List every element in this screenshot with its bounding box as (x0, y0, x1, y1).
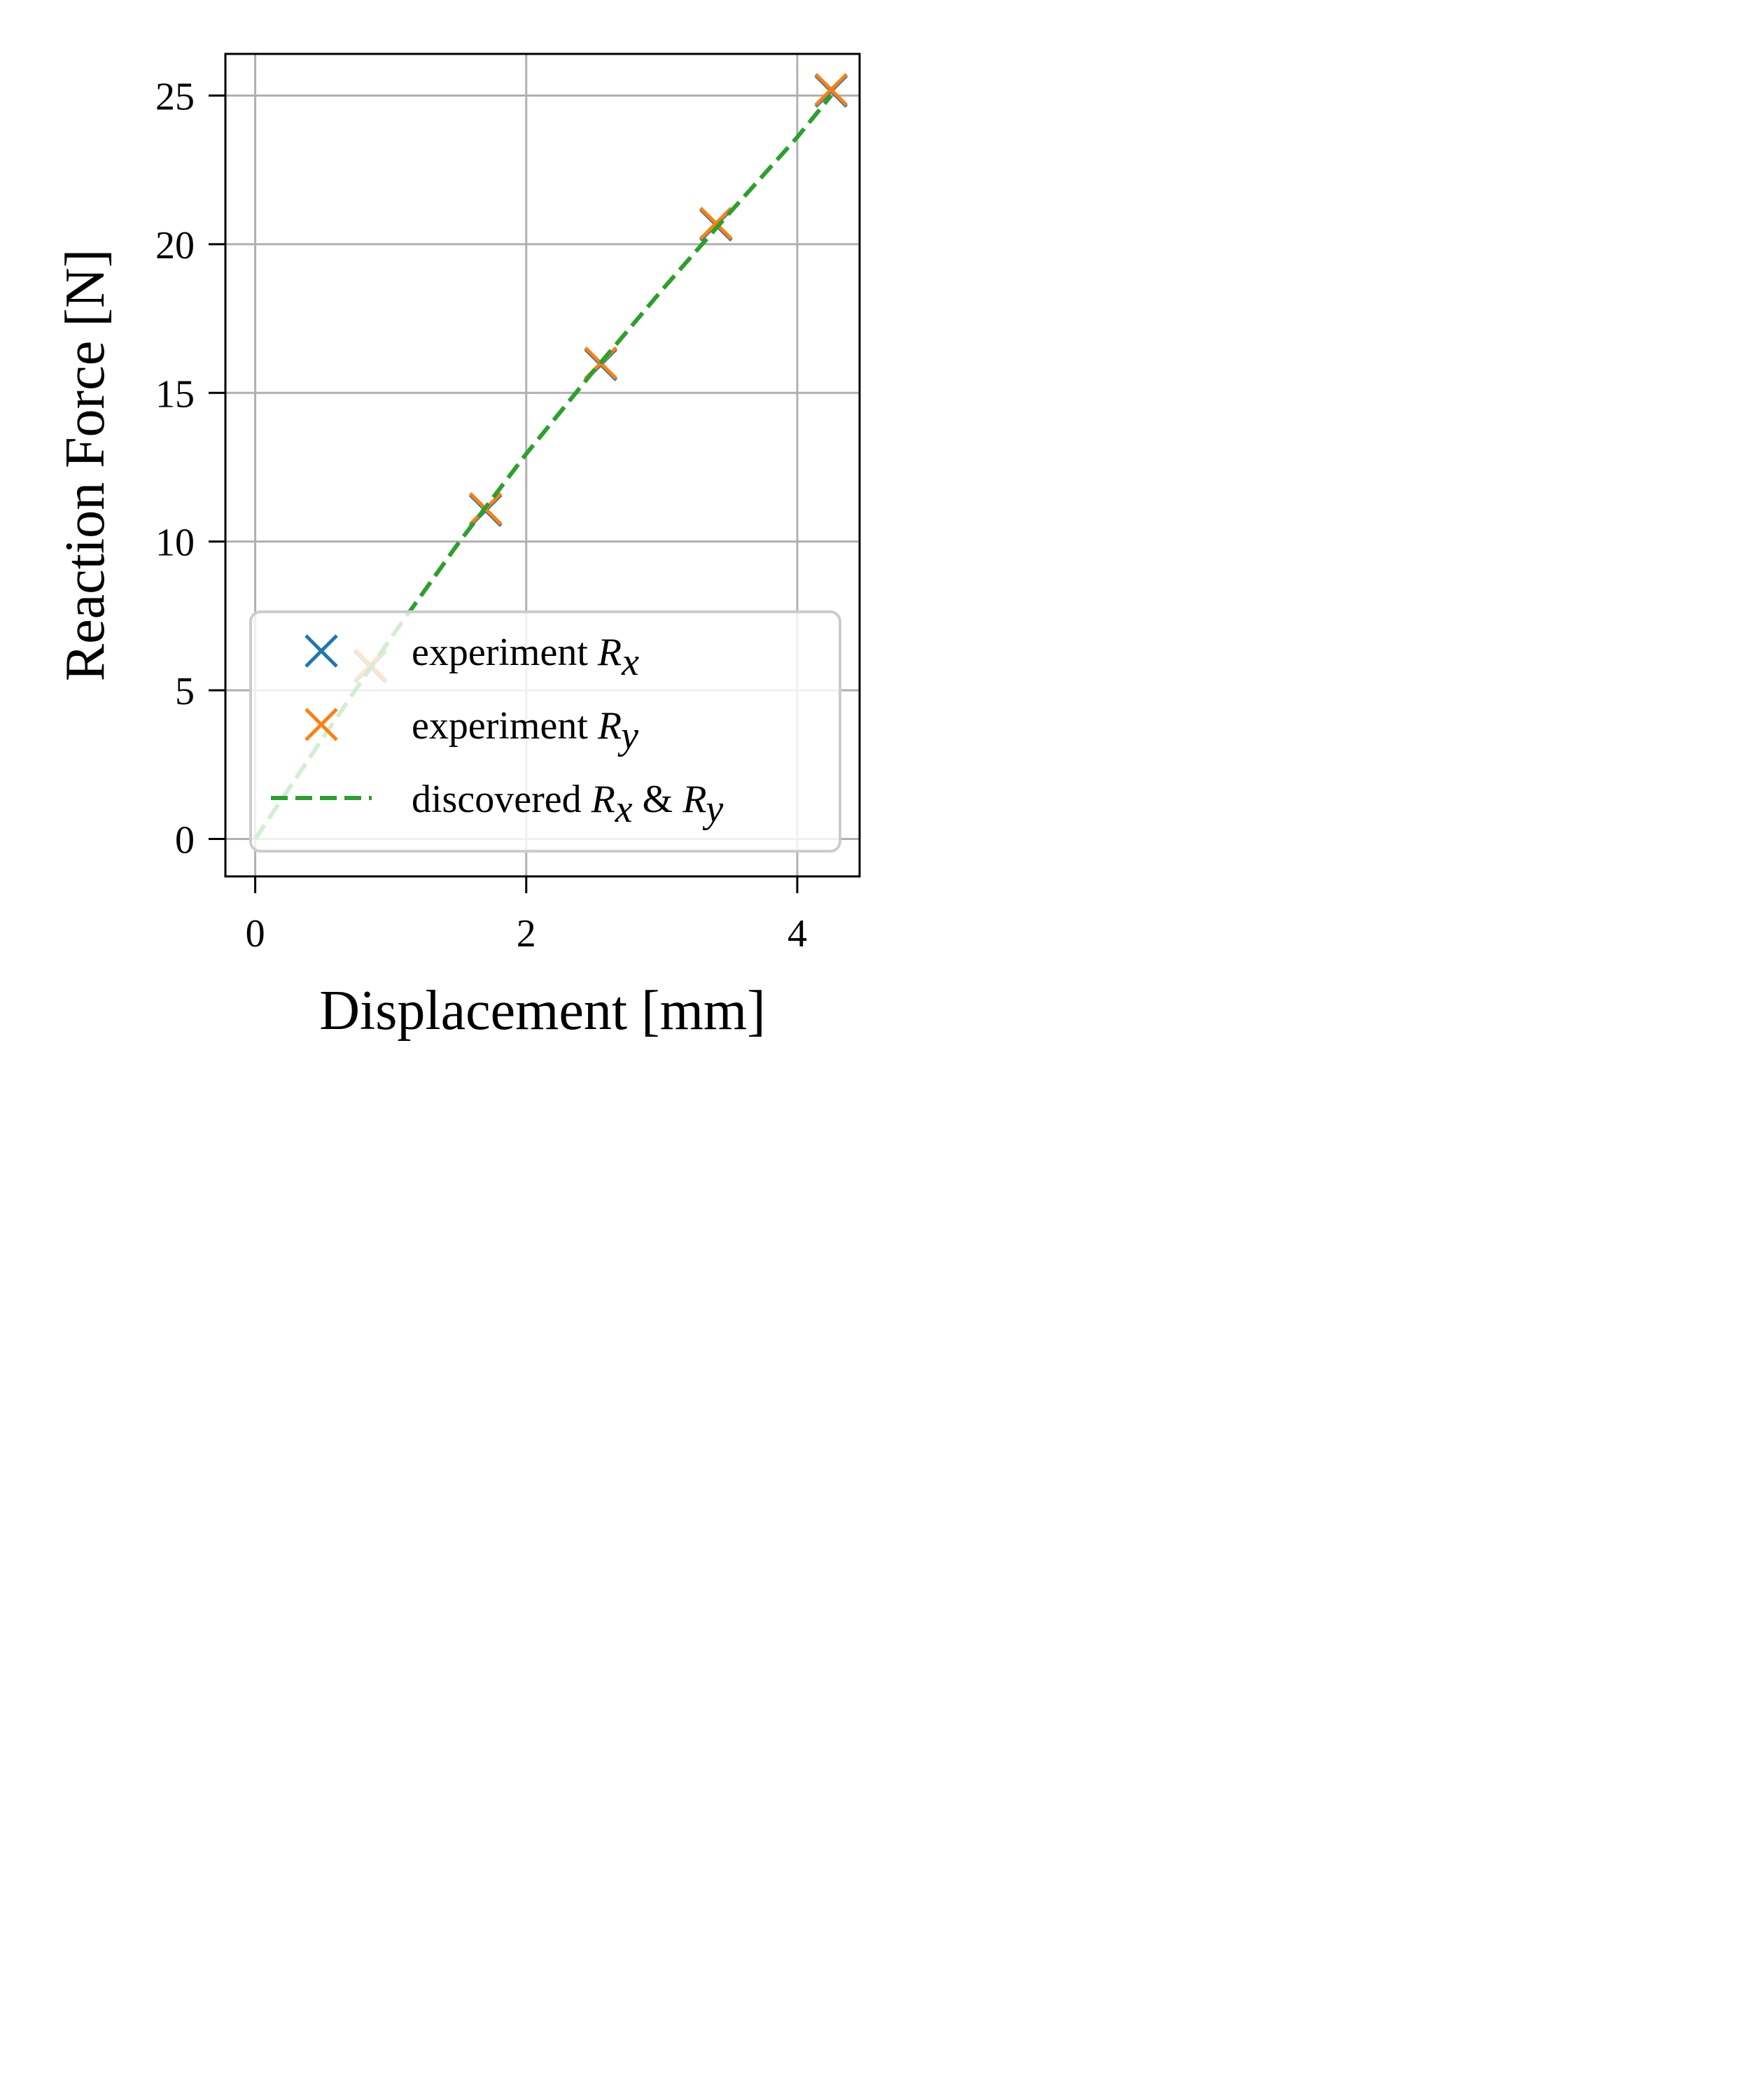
y-tick-label: 20 (155, 224, 195, 267)
legend-label-part: x (615, 788, 633, 831)
legend-label-part: experiment (412, 631, 598, 674)
marker-stroke (699, 206, 733, 240)
y-tick-label: 5 (175, 670, 195, 713)
chart: 0 2 4 0 5 10 15 20 25 Displacement [mm] Reaction… (55, 52, 861, 1042)
x-tick-label: 2 (517, 912, 536, 955)
legend-label-part: R (591, 778, 615, 821)
legend-box (249, 610, 841, 853)
legend-label-part: experiment (412, 704, 598, 748)
legend-label-part: discovered (412, 778, 592, 821)
legend-label-part: R (597, 704, 622, 748)
data-point (699, 206, 733, 240)
legend-label: discovered Rx & Ry (412, 778, 723, 831)
y-tick-label: 10 (155, 522, 195, 565)
marker-stroke (304, 708, 338, 741)
x-axis-label: Displacement [mm] (319, 980, 766, 1042)
legend-marker (304, 708, 338, 741)
y-tick-label: 15 (155, 372, 195, 416)
x-tick-label: 0 (246, 912, 265, 955)
legend-label-part: y (617, 714, 638, 757)
marker-stroke (304, 634, 338, 668)
legend-label-part: x (621, 640, 639, 684)
y-axis-label: Reaction Force [N] (55, 249, 116, 682)
legend-label: experiment Ry (412, 704, 638, 757)
legend-marker (304, 634, 338, 668)
y-tick-label: 0 (175, 818, 195, 862)
legend-label-part: R (597, 631, 622, 674)
plot-frame (224, 52, 861, 878)
data-point (814, 73, 848, 106)
legend-label-part: & (633, 778, 683, 821)
axis-ticks: 0 2 4 0 5 10 15 20 25 (155, 75, 807, 955)
x-tick-label: 4 (788, 912, 807, 955)
legend-label: experiment Rx (412, 631, 639, 684)
legend-label-part: y (702, 788, 723, 831)
marker-stroke (814, 73, 848, 106)
scatter-series-y (354, 73, 848, 682)
legend-label-part: R (682, 778, 706, 821)
y-tick-label: 25 (155, 75, 195, 118)
